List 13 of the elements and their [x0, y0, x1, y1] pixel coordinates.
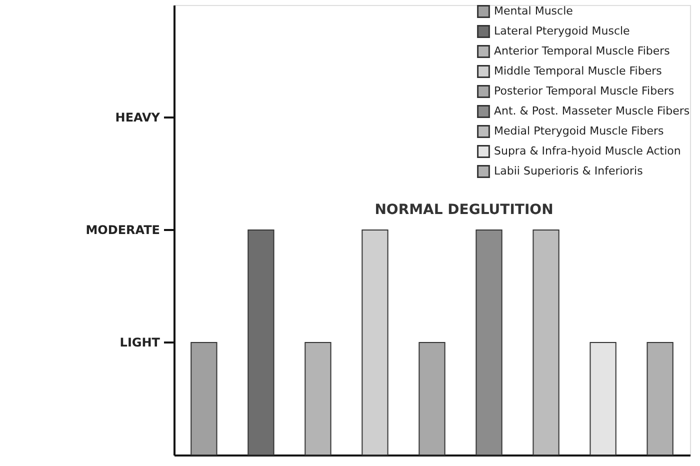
legend-label: Medial Pterygoid Muscle Fibers: [494, 124, 664, 138]
chart-title: NORMAL DEGLUTITION: [374, 202, 554, 218]
legend-label: Labii Superioris & Inferioris: [494, 164, 644, 178]
legend-label: Lateral Pterygoid Muscle: [494, 24, 630, 38]
legend-label: Supra & Infra-hyoid Muscle Action: [494, 144, 681, 158]
legend-label: Mental Muscle: [494, 4, 574, 18]
legend-label: Middle Temporal Muscle Fibers: [494, 64, 662, 78]
legend-label: Anterior Temporal Muscle Fibers: [494, 44, 670, 58]
text: MODERATE: [86, 223, 160, 237]
text: LIGHT: [120, 336, 161, 350]
text: HEAVY: [115, 110, 160, 124]
legend-label: Ant. & Post. Masseter Muscle Fibers: [494, 104, 690, 118]
legend-label: Posterior Temporal Muscle Fibers: [494, 84, 674, 98]
